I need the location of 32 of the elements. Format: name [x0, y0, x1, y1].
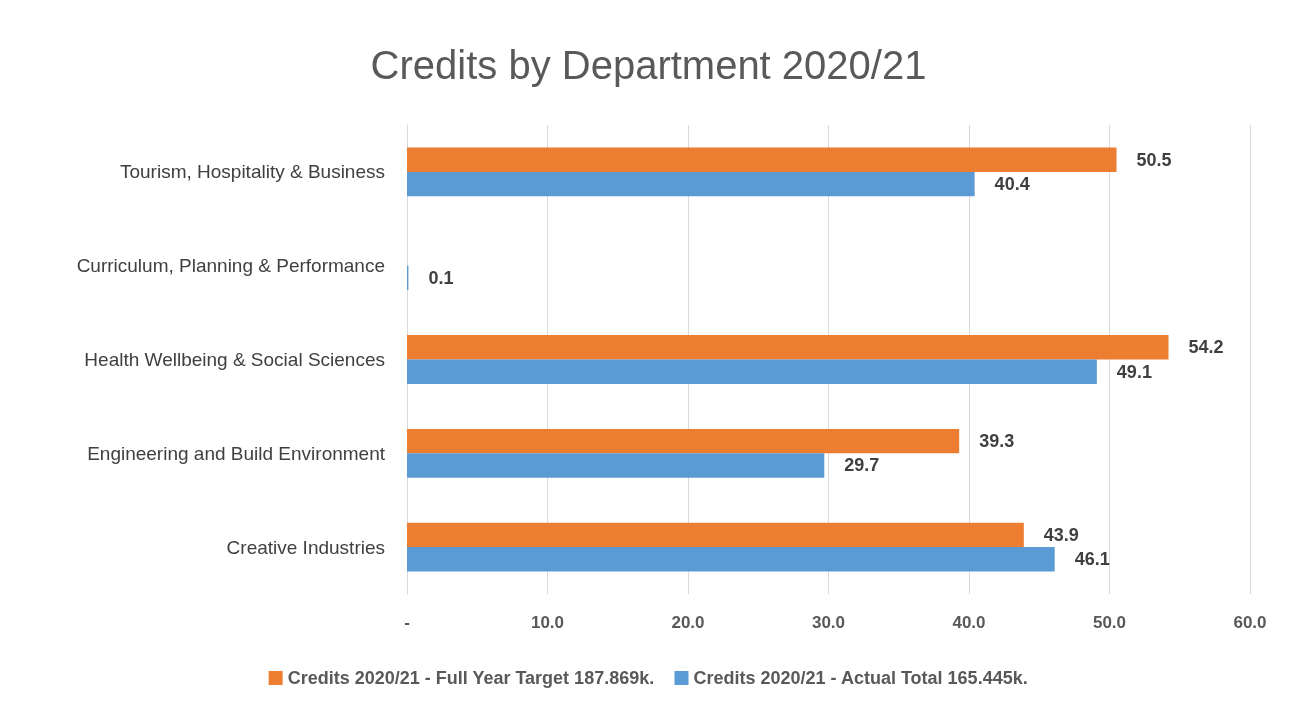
y-tick-label: Health Wellbeing & Social Sciences: [84, 349, 385, 370]
data-label: 54.2: [1188, 337, 1224, 358]
y-tick-label: Engineering and Build Environment: [87, 442, 386, 464]
bar: [407, 359, 1097, 384]
bar: [407, 522, 1024, 548]
bar: [407, 453, 825, 478]
bar: [407, 428, 960, 454]
legend-label: Credits 2020/21 - Full Year Target 187.869k.: [287, 668, 655, 688]
data-label: 0.1: [428, 267, 454, 288]
bar: [407, 147, 1117, 172]
bar: [407, 547, 1055, 572]
x-tick-label: 10.0: [530, 613, 565, 632]
y-tick-label: Creative Industries: [226, 536, 385, 558]
x-tick-label: 60.0: [1233, 613, 1267, 632]
data-label: 46.1: [1074, 549, 1110, 570]
data-label: 43.9: [1043, 524, 1079, 545]
x-tick-label: -: [404, 613, 410, 632]
x-tick-label: 20.0: [671, 613, 705, 632]
data-label: 39.3: [979, 431, 1015, 452]
x-tick-label: 40.0: [952, 613, 986, 632]
x-tick-label: 50.0: [1092, 613, 1127, 632]
bar: [407, 171, 975, 197]
legend-label: Credits 2020/21 - Actual Total 165.445k.: [693, 668, 1028, 688]
data-label: 29.7: [844, 455, 880, 476]
data-label: 50.5: [1136, 149, 1172, 170]
bar: [407, 335, 1169, 360]
y-tick-label: Tourism, Hospitality & Business: [119, 161, 385, 183]
y-tick-label: Curriculum, Planning & Performance: [76, 255, 385, 277]
data-label: 40.4: [994, 174, 1030, 195]
x-tick-label: 30.0: [811, 613, 846, 632]
data-label: 49.1: [1116, 361, 1152, 382]
chart-title: Credits by Department 2020/21: [370, 43, 927, 87]
